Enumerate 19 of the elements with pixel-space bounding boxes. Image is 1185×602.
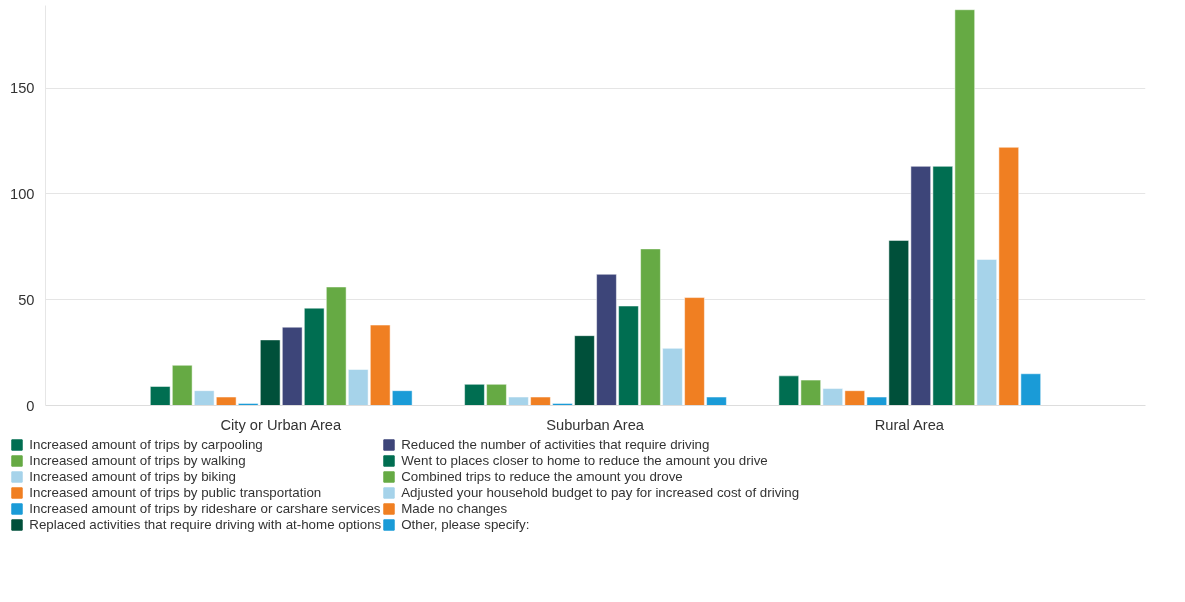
x-tick-label: Rural Area xyxy=(874,416,945,433)
y-tick-label: 150 xyxy=(10,80,35,97)
legend-label: Adjusted your household budget to pay for increased cost of driving xyxy=(401,485,800,500)
legend-label: Increased amount of trips by rideshare or carshare services xyxy=(29,501,381,516)
legend-label: Increased amount of trips by public transportation xyxy=(29,485,322,500)
y-tick-label: 50 xyxy=(18,291,35,308)
x-tick-label: Suburban Area xyxy=(546,416,645,433)
legend-label: Increased amount of trips by biking xyxy=(29,469,237,484)
legend-label: Increased amount of trips by walking xyxy=(29,453,246,468)
legend-label: Replaced activities that require driving with at-home options xyxy=(29,517,382,532)
legend-label: Reduced the number of activities that require driving xyxy=(401,437,710,452)
y-tick-label: 0 xyxy=(26,397,35,414)
legend-label: Made no changes xyxy=(401,501,508,516)
legend-label: Other, please specify: xyxy=(401,517,530,532)
y-tick-label: 100 xyxy=(10,185,35,202)
legend-label: Went to places closer to home to reduce the amount you drive xyxy=(401,453,768,468)
legend-label: Increased amount of trips by carpooling xyxy=(29,437,263,452)
x-tick-label: City or Urban Area xyxy=(220,416,342,433)
legend-label: Combined trips to reduce the amount you drove xyxy=(401,469,683,484)
